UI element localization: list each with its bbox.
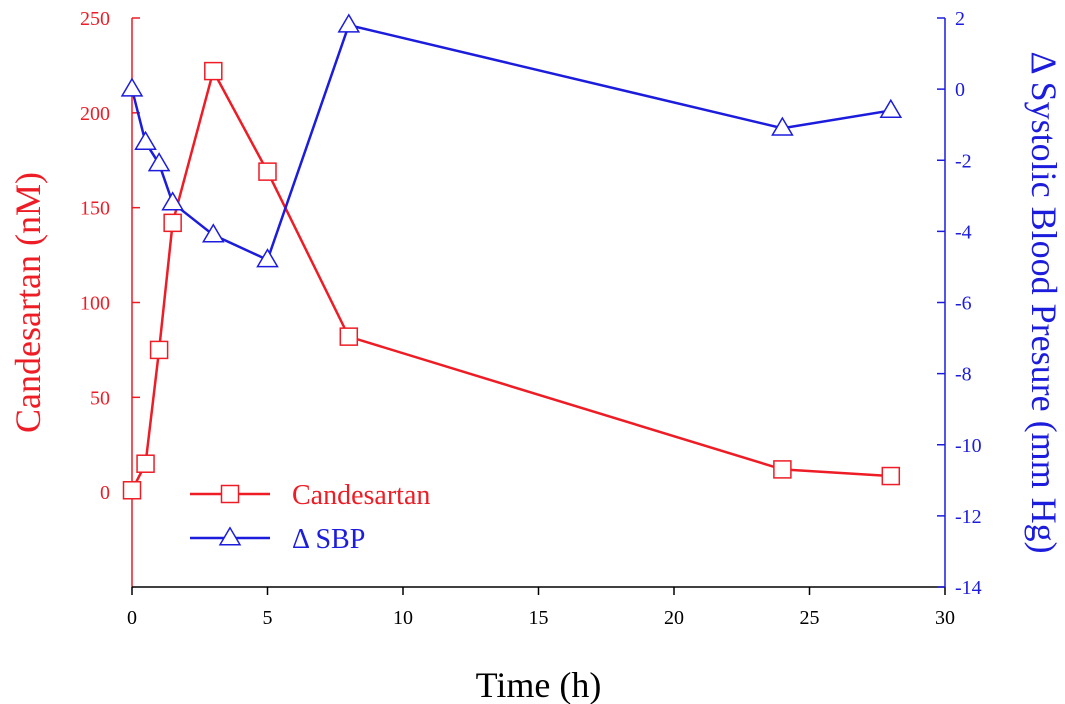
right-y-tick-label: -6 bbox=[955, 293, 972, 315]
left-y-tick-label: 150 bbox=[80, 198, 110, 220]
data-point-square bbox=[258, 162, 277, 181]
x-tick-label: 30 bbox=[935, 607, 955, 629]
x-tick-label: 10 bbox=[393, 607, 413, 629]
axes: 0 5 10 15 20 25 30050100150200250-14-12-10-8-6… bbox=[80, 8, 982, 629]
legend-square-marker bbox=[220, 484, 240, 504]
legend-label: Candesartan bbox=[292, 480, 430, 511]
data-point-triangle bbox=[120, 77, 144, 97]
legend-triangle-marker bbox=[218, 526, 242, 546]
x-tick-label: 20 bbox=[664, 607, 684, 629]
data-point-square bbox=[136, 454, 155, 473]
left-y-tick-label: 200 bbox=[80, 103, 110, 125]
data-point-triangle bbox=[201, 223, 225, 243]
left-y-tick-label: 250 bbox=[80, 8, 110, 30]
right-y-tick-label: -14 bbox=[955, 577, 982, 599]
series-candesartan bbox=[122, 61, 901, 500]
data-point-square bbox=[204, 61, 223, 81]
legend-item: Candesartan bbox=[190, 480, 430, 511]
x-tick-label: 15 bbox=[529, 607, 549, 629]
legend-item: Δ SBP bbox=[190, 524, 365, 555]
right-y-axis-title: Δ Systolic Blood Presure (mm Hg) bbox=[1024, 51, 1064, 553]
data-point-triangle bbox=[161, 191, 184, 211]
series-line bbox=[130, 23, 892, 262]
right-y-tick-label: -10 bbox=[955, 435, 982, 457]
right-y-tick-label: -12 bbox=[955, 506, 982, 528]
data-point-square bbox=[339, 327, 359, 346]
legend: Candesartan Δ SBP bbox=[190, 480, 430, 555]
data-point-triangle bbox=[134, 130, 157, 151]
data-point-square bbox=[163, 213, 182, 233]
series-layer bbox=[120, 13, 903, 500]
left-y-tick-label: 50 bbox=[90, 387, 110, 409]
x-tick-label: 0 bbox=[127, 607, 137, 629]
x-tick-label: 5 bbox=[263, 607, 273, 629]
data-point-square bbox=[122, 481, 142, 500]
data-point-square bbox=[149, 340, 169, 360]
data-point-triangle bbox=[256, 248, 279, 268]
x-axis-title: Time (h) bbox=[476, 665, 602, 704]
x-tick-label: 25 bbox=[800, 607, 820, 629]
series-delta-sbp bbox=[120, 13, 903, 268]
left-y-axis-title: Candesartan (nM) bbox=[8, 172, 48, 433]
right-y-tick-label: 2 bbox=[955, 8, 965, 30]
data-point-triangle bbox=[771, 116, 794, 136]
data-point-square bbox=[773, 460, 792, 479]
left-y-tick-label: 0 bbox=[100, 482, 110, 504]
legend-label: Δ SBP bbox=[292, 524, 365, 555]
left-y-tick-label: 100 bbox=[80, 293, 110, 315]
data-point-square bbox=[881, 466, 901, 486]
data-point-triangle bbox=[879, 98, 903, 119]
right-y-tick-label: -2 bbox=[955, 150, 972, 172]
right-y-tick-label: -8 bbox=[955, 364, 972, 386]
data-point-triangle bbox=[147, 152, 171, 172]
data-point-triangle bbox=[337, 13, 361, 33]
right-y-tick-label: 0 bbox=[955, 79, 965, 101]
right-y-tick-label: -4 bbox=[955, 221, 972, 243]
